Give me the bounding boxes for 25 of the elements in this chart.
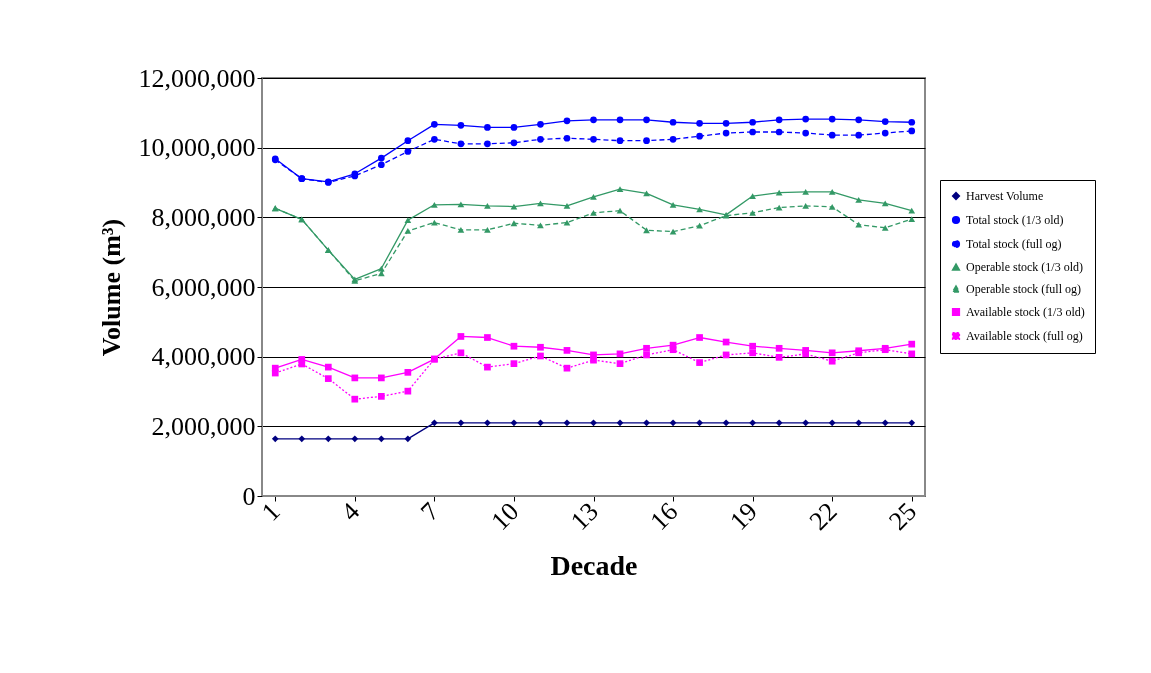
legend-label: Available stock (full og) [966, 329, 1083, 343]
x-tick-label: 7 [415, 496, 445, 527]
legend-label: Operable stock (1/3 old) [966, 260, 1083, 274]
x-tick-label: 22 [803, 496, 843, 536]
x-axis-title: Decade [550, 550, 638, 582]
y-tick-label: 0 [242, 481, 256, 511]
x-tick-label: 1 [255, 496, 286, 527]
y-tick-label: 2,000,000 [151, 411, 256, 441]
y-tick-label: 12,000,000 [138, 63, 256, 93]
legend-label: Operable stock (full og) [966, 282, 1081, 296]
legend-label: Harvest Volume [966, 189, 1044, 203]
x-tick-label: 10 [485, 496, 525, 536]
y-tick-label: 8,000,000 [151, 202, 256, 232]
y-tick-label: 4,000,000 [151, 342, 256, 372]
x-tick-label: 4 [335, 496, 366, 527]
y-tick-label: 6,000,000 [151, 272, 256, 302]
x-tick-label: 19 [724, 496, 764, 536]
x-tick-label: 25 [883, 496, 923, 536]
x-tick-label: 13 [565, 496, 604, 536]
legend-label: Total stock (1/3 old) [966, 213, 1064, 227]
legend-label: Total stock (full og) [966, 237, 1062, 251]
legend-label: Available stock (1/3 old) [966, 305, 1085, 319]
y-tick-label: 10,000,000 [138, 133, 256, 163]
y-axis-title: Volume (m³) [96, 218, 126, 357]
x-tick-label: 16 [644, 496, 684, 536]
